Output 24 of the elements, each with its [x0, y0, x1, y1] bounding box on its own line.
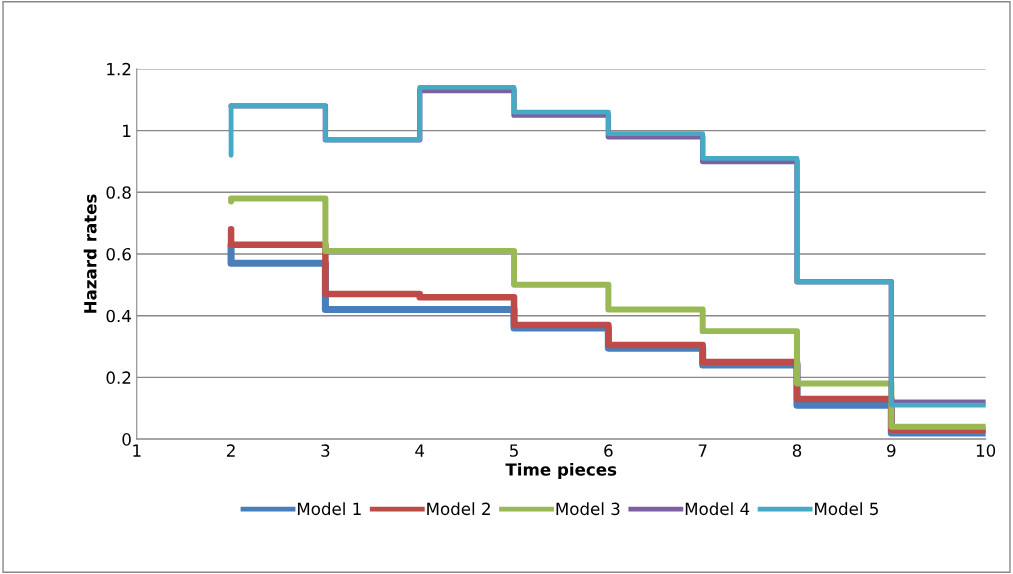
y-tick-label: 0.8	[106, 186, 131, 199]
y-axis-title: Hazard rates	[83, 194, 97, 313]
x-tick-label: 7	[698, 444, 707, 457]
legend-label: Model 4	[685, 502, 750, 516]
y-tick-label: 1	[123, 124, 131, 137]
x-tick-label: 5	[510, 444, 518, 457]
x-tick-label: 3	[321, 444, 330, 457]
x-tick-label: 6	[604, 444, 613, 457]
y-tick-label: 0	[122, 433, 131, 446]
y-tick-label: 0.6	[106, 247, 131, 261]
x-axis-title: Time pieces	[505, 462, 617, 480]
y-tick-label: 0.2	[106, 371, 131, 384]
x-tick-label: 1	[133, 444, 141, 457]
y-tick-label: 0.4	[106, 309, 131, 323]
y-tick-label: 1.2	[107, 62, 131, 76]
x-tick-label: 8	[792, 444, 802, 457]
legend-label: Model 3	[556, 502, 620, 516]
x-tick-label: 4	[415, 444, 425, 457]
legend-label: Model 2	[427, 502, 490, 516]
x-tick-label: 9	[887, 444, 896, 457]
legend-label: Model 1	[297, 502, 361, 516]
legend-label: Model 5	[815, 502, 878, 516]
x-tick-label: 10	[976, 444, 996, 457]
x-tick-label: 2	[227, 444, 235, 457]
